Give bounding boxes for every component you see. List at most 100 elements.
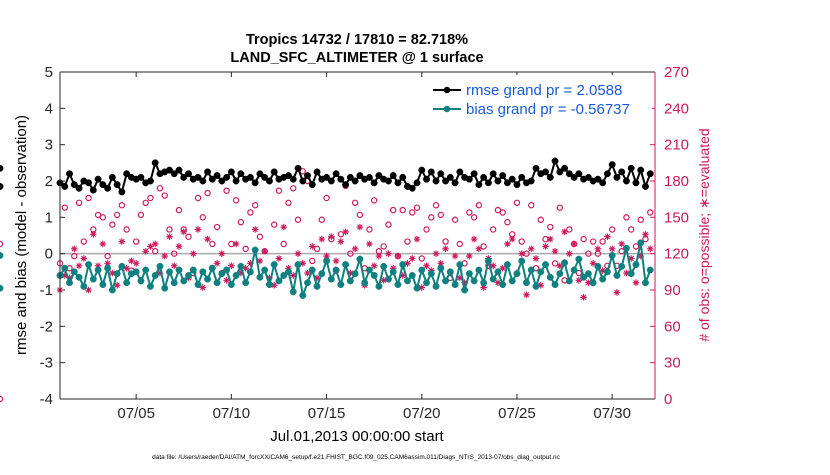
bias-point xyxy=(142,266,150,274)
possible-obs-point xyxy=(413,204,421,211)
rmse-point xyxy=(70,181,78,189)
bias-point xyxy=(346,277,354,285)
evaluated-obs-point xyxy=(280,223,288,231)
rmse-point xyxy=(484,179,492,187)
evaluated-obs-point xyxy=(518,250,526,257)
evaluated-obs-point xyxy=(189,250,197,257)
rmse-point xyxy=(308,181,316,189)
bias-point xyxy=(323,257,331,265)
bias-point xyxy=(118,262,126,270)
bias-point xyxy=(503,261,511,269)
bias-point xyxy=(356,255,364,263)
bias-point xyxy=(256,273,264,281)
possible-obs-point xyxy=(589,238,597,245)
evaluated-obs-point xyxy=(128,257,135,265)
bias-point xyxy=(537,268,545,276)
legend: rmse grand pr = 2.0588 bias grand pr = -0… xyxy=(429,75,652,119)
possible-obs-point xyxy=(647,209,654,216)
possible-obs-point xyxy=(347,250,354,257)
possible-obs-point xyxy=(151,248,159,255)
rmse-point xyxy=(408,184,416,192)
possible-obs-point xyxy=(599,238,606,245)
possible-obs-point xyxy=(132,238,140,245)
bias-point xyxy=(265,281,273,288)
chart-subtitle: LAND_SFC_ALTIMETER @ 1 surface xyxy=(230,50,483,66)
bias-point xyxy=(575,255,583,263)
evaluated-obs-point xyxy=(113,281,121,289)
bias-point xyxy=(285,268,292,276)
rmse-point xyxy=(246,173,254,181)
evaluated-obs-point xyxy=(570,240,578,248)
bias-point xyxy=(318,270,326,278)
y2-tick-label: 150 xyxy=(664,209,689,226)
y-tick-label: 0 xyxy=(45,246,53,263)
rmse-point xyxy=(608,161,616,169)
bias-point xyxy=(399,261,407,269)
evaluated-obs-point xyxy=(242,264,249,272)
possible-obs-point xyxy=(547,223,554,231)
possible-obs-point xyxy=(309,257,316,265)
evaluated-obs-point xyxy=(308,243,316,250)
bias-point xyxy=(218,270,226,278)
rmse-point xyxy=(294,164,302,172)
rmse-point xyxy=(289,175,297,183)
bias-point xyxy=(370,272,378,279)
evaluated-obs-point xyxy=(199,284,207,291)
evaluated-obs-point xyxy=(237,269,245,277)
rmse-point xyxy=(89,186,97,194)
bias-point xyxy=(527,266,535,274)
evaluated-obs-point xyxy=(613,289,621,296)
evaluated-obs-point xyxy=(646,245,654,253)
evaluated-obs-point xyxy=(180,228,188,236)
bias-point xyxy=(70,268,78,276)
bias-point xyxy=(627,270,635,278)
evaluated-obs-point xyxy=(504,240,511,248)
evaluated-obs-point xyxy=(342,228,349,236)
possible-obs-point xyxy=(251,202,259,209)
rmse-point xyxy=(423,175,430,183)
y2-tick-label: 270 xyxy=(664,64,689,81)
rmse-point xyxy=(551,157,559,165)
x-tick-label: 07/30 xyxy=(593,405,631,422)
evaluated-obs-point xyxy=(408,255,416,262)
rmse-point xyxy=(494,177,502,185)
x-tick-label: 07/20 xyxy=(403,405,441,422)
possible-obs-point xyxy=(99,214,107,221)
bias-point xyxy=(470,277,478,285)
bias-point xyxy=(361,279,369,287)
rmse-point xyxy=(170,170,178,178)
y2-axis-label: # of obs: o=possible; ∗=evaluated xyxy=(696,128,712,341)
bias-point xyxy=(570,266,578,274)
possible-obs-point xyxy=(351,199,359,206)
x-tick-label: 07/25 xyxy=(498,405,536,422)
evaluated-obs-point xyxy=(166,233,173,241)
evaluated-obs-point xyxy=(142,247,149,255)
evaluated-obs-point xyxy=(151,240,159,248)
bias-point xyxy=(489,275,497,283)
possible-obs-point xyxy=(504,218,511,226)
y2-tick-label: 60 xyxy=(664,318,681,335)
possible-obs-point xyxy=(166,226,173,233)
evaluated-obs-point xyxy=(580,293,587,301)
evaluated-obs-point xyxy=(147,243,154,250)
y-tick-label: 1 xyxy=(45,209,53,226)
plot-layer: -4 -3 -2 -1 0 1 2 3 4 5 0 30 60 90 120 150 180 210 240 270 0… xyxy=(0,64,689,422)
plot-area xyxy=(60,72,655,399)
possible-obs-point xyxy=(537,216,544,223)
bias-point xyxy=(104,264,112,272)
y-tick-label: 2 xyxy=(45,173,53,190)
rmse-point xyxy=(632,179,640,187)
evaluated-obs-point xyxy=(608,245,616,253)
rmse-point xyxy=(66,170,73,178)
rmse-point xyxy=(389,172,397,180)
bias-point xyxy=(542,261,549,269)
evaluated-obs-point xyxy=(266,274,273,282)
bias-point xyxy=(151,272,159,279)
possible-obs-point xyxy=(85,194,92,202)
y2-tick-label: 120 xyxy=(664,246,689,263)
evaluated-obs-point xyxy=(175,243,183,250)
rmse-point xyxy=(542,168,549,176)
possible-obs-point xyxy=(80,238,88,245)
legend-rmse-marker xyxy=(443,86,451,94)
rmse-point xyxy=(0,183,4,190)
